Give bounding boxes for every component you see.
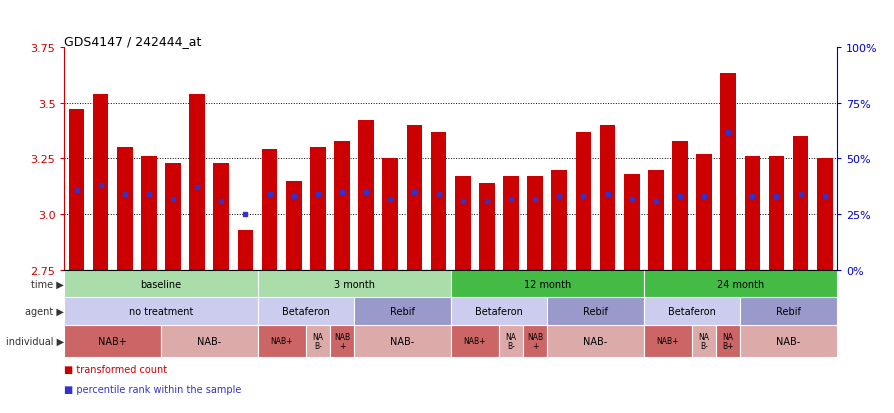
Text: individual ▶: individual ▶ bbox=[6, 336, 63, 346]
Text: NAB+: NAB+ bbox=[270, 337, 292, 346]
Bar bbox=[451, 271, 643, 298]
Text: NAB-: NAB- bbox=[583, 336, 607, 346]
Text: NAB-: NAB- bbox=[776, 336, 800, 346]
Bar bbox=[575, 132, 591, 271]
Bar bbox=[527, 177, 543, 271]
Text: Betaferon: Betaferon bbox=[282, 306, 329, 316]
Bar bbox=[671, 141, 687, 271]
Bar bbox=[141, 157, 156, 271]
Text: Rebif: Rebif bbox=[775, 306, 800, 316]
Text: NAB
+: NAB + bbox=[333, 332, 350, 350]
Text: NAB+: NAB+ bbox=[656, 337, 679, 346]
Bar bbox=[739, 298, 836, 325]
Bar bbox=[546, 298, 643, 325]
Text: Betaferon: Betaferon bbox=[475, 306, 522, 316]
Bar bbox=[257, 298, 354, 325]
Bar bbox=[257, 271, 451, 298]
Text: NA
B+: NA B+ bbox=[721, 332, 733, 350]
Bar bbox=[696, 154, 711, 271]
Bar bbox=[502, 177, 519, 271]
Text: GDS4147 / 242444_at: GDS4147 / 242444_at bbox=[64, 35, 201, 47]
Bar bbox=[117, 148, 132, 271]
Bar bbox=[93, 94, 108, 271]
Text: NAB-: NAB- bbox=[197, 336, 221, 346]
Text: Betaferon: Betaferon bbox=[667, 306, 715, 316]
Bar bbox=[306, 325, 330, 357]
Bar bbox=[720, 74, 735, 271]
Bar bbox=[354, 325, 450, 357]
Bar bbox=[647, 170, 662, 271]
Text: NAB+: NAB+ bbox=[463, 337, 485, 346]
Bar bbox=[214, 164, 229, 271]
Text: 12 month: 12 month bbox=[523, 279, 570, 289]
Bar bbox=[792, 137, 807, 271]
Text: NAB+: NAB+ bbox=[98, 336, 127, 346]
Bar bbox=[551, 170, 567, 271]
Text: 24 month: 24 month bbox=[716, 279, 763, 289]
Bar bbox=[715, 325, 739, 357]
Bar bbox=[643, 271, 836, 298]
Bar bbox=[744, 157, 759, 271]
Text: NA
B-: NA B- bbox=[312, 332, 323, 350]
Bar bbox=[69, 110, 84, 271]
Bar bbox=[451, 298, 546, 325]
Bar bbox=[161, 325, 257, 357]
Bar bbox=[309, 148, 325, 271]
Text: Rebif: Rebif bbox=[390, 306, 414, 316]
Bar bbox=[382, 159, 398, 271]
Bar bbox=[358, 121, 374, 271]
Bar bbox=[64, 298, 257, 325]
Text: Rebif: Rebif bbox=[582, 306, 607, 316]
Bar bbox=[165, 164, 181, 271]
Text: ■ percentile rank within the sample: ■ percentile rank within the sample bbox=[64, 384, 241, 394]
Bar bbox=[333, 141, 350, 271]
Bar bbox=[522, 325, 546, 357]
Bar bbox=[454, 177, 470, 271]
Bar bbox=[643, 298, 739, 325]
Bar bbox=[623, 175, 639, 271]
Text: NA
B-: NA B- bbox=[505, 332, 516, 350]
Text: NAB
+: NAB + bbox=[527, 332, 543, 350]
Bar bbox=[238, 230, 253, 271]
Bar bbox=[190, 94, 205, 271]
Bar bbox=[643, 325, 691, 357]
Bar bbox=[64, 271, 257, 298]
Bar bbox=[599, 126, 615, 271]
Text: agent ▶: agent ▶ bbox=[25, 306, 63, 316]
Bar bbox=[261, 150, 277, 271]
Bar bbox=[739, 325, 836, 357]
Text: no treatment: no treatment bbox=[129, 306, 193, 316]
Text: NA
B-: NA B- bbox=[698, 332, 709, 350]
Text: NAB-: NAB- bbox=[390, 336, 414, 346]
Bar bbox=[354, 298, 450, 325]
Bar bbox=[546, 325, 643, 357]
Bar bbox=[768, 157, 783, 271]
Bar bbox=[816, 159, 831, 271]
Bar bbox=[64, 325, 161, 357]
Bar bbox=[430, 132, 446, 271]
Bar bbox=[691, 325, 715, 357]
Bar bbox=[451, 325, 498, 357]
Bar bbox=[257, 325, 306, 357]
Bar bbox=[330, 325, 354, 357]
Text: ■ transformed count: ■ transformed count bbox=[64, 364, 167, 374]
Text: 3 month: 3 month bbox=[333, 279, 375, 289]
Bar bbox=[285, 181, 301, 271]
Text: time ▶: time ▶ bbox=[31, 279, 63, 289]
Bar bbox=[406, 126, 422, 271]
Bar bbox=[478, 183, 494, 271]
Bar bbox=[498, 325, 522, 357]
Text: baseline: baseline bbox=[140, 279, 181, 289]
